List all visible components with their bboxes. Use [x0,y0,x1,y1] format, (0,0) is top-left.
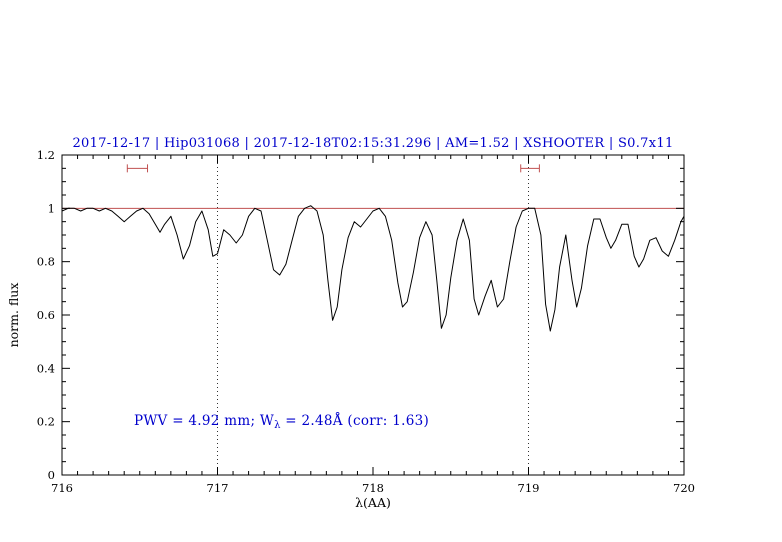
y-axis-label: norm. flux [6,283,21,348]
svg-text:0.2: 0.2 [37,415,55,429]
svg-text:0.4: 0.4 [37,361,55,375]
svg-text:719: 719 [518,481,540,495]
axis-tick-labels: 716 717 718 719 720 0 0.2 0.4 0.6 0.8 1 1.2 [37,148,695,495]
spectrum-curve [61,205,685,332]
svg-text:720: 720 [673,481,695,495]
svg-text:1: 1 [48,201,55,215]
plot-title: 2017-12-17 | Hip031068 | 2017-12-18T02:1… [72,136,674,151]
svg-text:0: 0 [48,468,55,482]
svg-text:0.6: 0.6 [37,308,55,322]
svg-text:717: 717 [207,481,229,495]
pwv-text-suffix: = 2.48Å (corr: 1.63) [280,413,430,429]
svg-text:716: 716 [51,481,73,495]
svg-text:1.2: 1.2 [37,148,55,162]
pwv-annotation: PWV = 4.92 mm; Wλ = 2.48Å (corr: 1.63) [134,413,429,431]
svg-text:718: 718 [362,481,384,495]
dotted-guide-lines [217,155,529,475]
x-axis-label: λ(AA) [355,495,391,510]
axis-ticks [61,154,685,476]
svg-text:0.8: 0.8 [37,255,55,269]
range-markers [126,164,540,173]
lambda-subscript: λ [274,420,281,431]
pwv-text-prefix: PWV = 4.92 mm; W [134,413,275,429]
